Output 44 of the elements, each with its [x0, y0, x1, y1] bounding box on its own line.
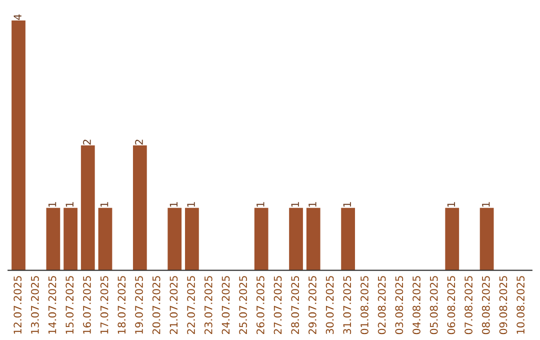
x-tick-label: 14.07.2025	[48, 276, 56, 334]
x-tick-label: 23.07.2025	[204, 276, 212, 334]
x-tick-label: 01.08.2025	[360, 276, 368, 334]
data-label: 2	[135, 140, 143, 145]
x-tick-label: 30.07.2025	[326, 276, 334, 334]
data-label: 1	[48, 202, 56, 207]
x-tick-label: 13.07.2025	[30, 276, 39, 334]
x-tick-label: 10.08.2025	[516, 276, 525, 334]
x-tick-label: 04.08.2025	[412, 276, 420, 334]
data-label: 1	[66, 202, 74, 207]
x-tick-label: 31.07.2025	[343, 276, 352, 334]
x-tick-label: 27.07.2025	[274, 276, 282, 334]
data-label: 1	[447, 202, 455, 207]
x-tick-label: 22.07.2025	[187, 276, 195, 334]
data-label: 4	[14, 14, 22, 20]
x-tick-label: 08.08.2025	[482, 276, 490, 334]
x-tick-label: 12.07.2025	[14, 276, 22, 334]
x-tick-label: 17.07.2025	[100, 276, 108, 334]
x-tick-label: 24.07.2025	[222, 276, 230, 334]
x-tick-label: 03.08.2025	[395, 276, 404, 334]
x-tick-label: 20.07.2025	[152, 276, 160, 334]
data-label: 1	[100, 202, 108, 207]
data-label: 2	[83, 140, 91, 145]
x-tick-label: 26.07.2025	[256, 276, 264, 334]
x-tick-label: 21.07.2025	[170, 276, 178, 334]
data-label: 1	[187, 202, 195, 207]
x-tick-label: 07.08.2025	[464, 276, 472, 334]
x-tick-label: 09.08.2025	[499, 276, 508, 334]
data-label: 1	[482, 202, 490, 207]
x-tick-label: 25.07.2025	[239, 276, 248, 334]
x-tick-label: 28.07.2025	[291, 276, 300, 334]
x-tick-label: 18.07.2025	[118, 276, 126, 334]
data-label: 1	[343, 202, 351, 207]
x-tick-label: 19.07.2025	[135, 276, 143, 334]
x-tick-label: 05.08.2025	[430, 276, 438, 334]
data-label: 1	[170, 202, 178, 207]
data-label: 1	[308, 202, 316, 207]
data-label: 1	[291, 202, 299, 207]
x-tick-label: 15.07.2025	[66, 276, 74, 334]
x-tick-label: 16.07.2025	[83, 276, 91, 334]
data-label: 1	[256, 202, 264, 207]
x-tick-label: 06.08.2025	[447, 276, 456, 334]
x-tick-label: 29.07.2025	[308, 276, 316, 334]
x-tick-label: 02.08.2025	[378, 276, 386, 334]
